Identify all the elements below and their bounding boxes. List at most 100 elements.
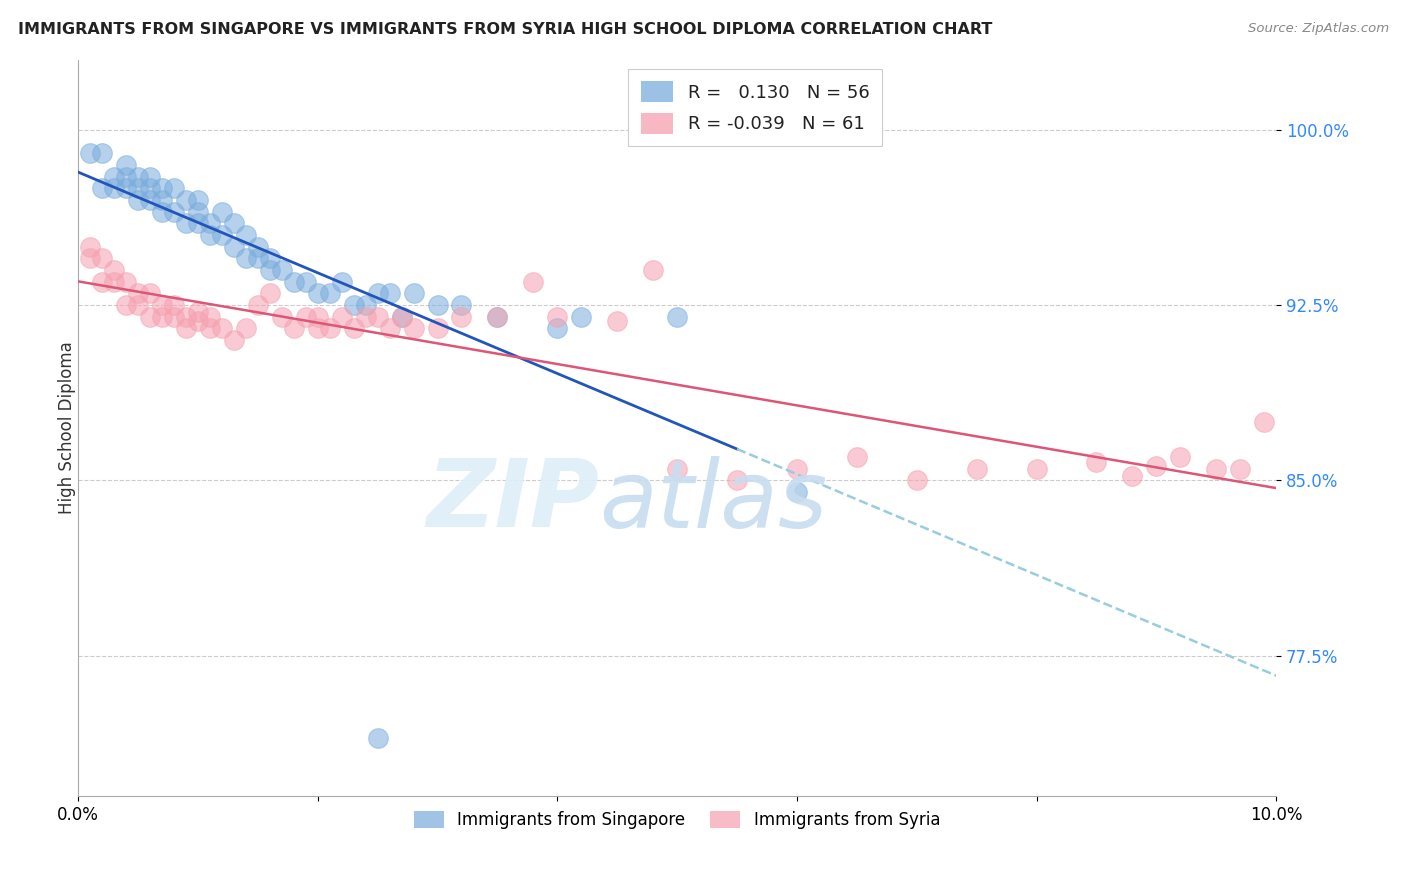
- Point: [163, 298, 186, 312]
- Point: [845, 450, 868, 464]
- Point: [103, 181, 125, 195]
- Point: [1205, 462, 1227, 476]
- Point: [367, 286, 389, 301]
- Point: [187, 314, 209, 328]
- Legend: Immigrants from Singapore, Immigrants from Syria: Immigrants from Singapore, Immigrants fr…: [408, 804, 946, 836]
- Point: [330, 310, 353, 324]
- Point: [283, 275, 305, 289]
- Point: [270, 310, 292, 324]
- Point: [198, 321, 221, 335]
- Point: [139, 310, 162, 324]
- Point: [426, 321, 449, 335]
- Point: [103, 263, 125, 277]
- Point: [187, 305, 209, 319]
- Point: [318, 286, 340, 301]
- Point: [115, 275, 138, 289]
- Point: [211, 227, 233, 242]
- Point: [127, 181, 149, 195]
- Point: [330, 275, 353, 289]
- Point: [569, 310, 592, 324]
- Point: [343, 298, 366, 312]
- Point: [1025, 462, 1047, 476]
- Point: [91, 252, 114, 266]
- Point: [150, 310, 173, 324]
- Point: [150, 193, 173, 207]
- Point: [174, 193, 197, 207]
- Point: [187, 216, 209, 230]
- Point: [115, 298, 138, 312]
- Point: [79, 146, 101, 161]
- Point: [150, 204, 173, 219]
- Point: [378, 321, 401, 335]
- Point: [1121, 468, 1143, 483]
- Point: [318, 321, 340, 335]
- Point: [163, 204, 186, 219]
- Point: [486, 310, 509, 324]
- Point: [1253, 415, 1275, 429]
- Point: [211, 321, 233, 335]
- Point: [139, 181, 162, 195]
- Point: [211, 204, 233, 219]
- Point: [426, 298, 449, 312]
- Point: [139, 286, 162, 301]
- Point: [522, 275, 544, 289]
- Point: [235, 321, 257, 335]
- Text: Source: ZipAtlas.com: Source: ZipAtlas.com: [1249, 22, 1389, 36]
- Point: [187, 204, 209, 219]
- Point: [198, 227, 221, 242]
- Point: [354, 298, 377, 312]
- Point: [139, 193, 162, 207]
- Point: [235, 227, 257, 242]
- Point: [905, 474, 928, 488]
- Point: [666, 310, 689, 324]
- Point: [546, 321, 568, 335]
- Point: [150, 298, 173, 312]
- Point: [79, 240, 101, 254]
- Point: [402, 286, 425, 301]
- Point: [367, 310, 389, 324]
- Point: [1168, 450, 1191, 464]
- Point: [643, 263, 665, 277]
- Point: [79, 252, 101, 266]
- Point: [174, 216, 197, 230]
- Point: [1144, 459, 1167, 474]
- Point: [127, 298, 149, 312]
- Point: [259, 286, 281, 301]
- Text: IMMIGRANTS FROM SINGAPORE VS IMMIGRANTS FROM SYRIA HIGH SCHOOL DIPLOMA CORRELATI: IMMIGRANTS FROM SINGAPORE VS IMMIGRANTS …: [18, 22, 993, 37]
- Point: [222, 333, 245, 347]
- Point: [786, 485, 808, 500]
- Point: [103, 169, 125, 184]
- Point: [1229, 462, 1251, 476]
- Y-axis label: High School Diploma: High School Diploma: [58, 342, 76, 514]
- Point: [127, 286, 149, 301]
- Point: [259, 263, 281, 277]
- Point: [91, 181, 114, 195]
- Point: [174, 321, 197, 335]
- Point: [546, 310, 568, 324]
- Point: [606, 314, 628, 328]
- Point: [91, 275, 114, 289]
- Point: [187, 193, 209, 207]
- Point: [174, 310, 197, 324]
- Point: [246, 298, 269, 312]
- Point: [786, 462, 808, 476]
- Point: [367, 731, 389, 745]
- Point: [343, 321, 366, 335]
- Point: [307, 321, 329, 335]
- Point: [115, 158, 138, 172]
- Point: [150, 181, 173, 195]
- Point: [127, 193, 149, 207]
- Point: [391, 310, 413, 324]
- Point: [307, 286, 329, 301]
- Point: [115, 181, 138, 195]
- Point: [163, 181, 186, 195]
- Point: [378, 286, 401, 301]
- Point: [270, 263, 292, 277]
- Point: [666, 462, 689, 476]
- Point: [294, 275, 316, 289]
- Point: [246, 240, 269, 254]
- Point: [294, 310, 316, 324]
- Point: [402, 321, 425, 335]
- Text: atlas: atlas: [599, 456, 828, 547]
- Point: [103, 275, 125, 289]
